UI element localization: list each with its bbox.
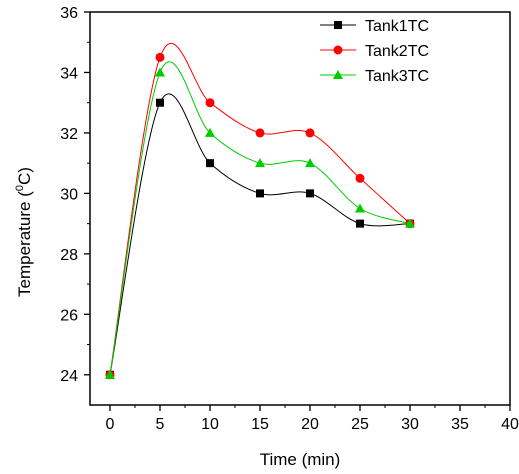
data-point bbox=[355, 173, 365, 183]
data-point bbox=[405, 218, 415, 228]
y-axis-title: Temperature (0C) bbox=[14, 167, 34, 297]
y-axis-ticks: 24 26 28 30 32 34 36 bbox=[60, 5, 90, 385]
y-tick-label: 34 bbox=[60, 65, 78, 82]
data-point bbox=[155, 52, 165, 62]
legend: Tank1TC Tank2TC Tank3TC bbox=[320, 18, 429, 85]
data-point bbox=[156, 98, 164, 107]
data-point bbox=[355, 203, 365, 213]
x-axis-title: Time (min) bbox=[260, 450, 341, 469]
x-tick-label: 5 bbox=[156, 416, 165, 433]
series-line bbox=[109, 61, 411, 375]
y-axis-title-sup: 0 bbox=[14, 185, 26, 191]
y-tick-label: 26 bbox=[60, 307, 78, 324]
x-tick-label: 30 bbox=[401, 416, 419, 433]
y-axis-title-unit: C) bbox=[15, 167, 34, 185]
legend-marker bbox=[333, 45, 343, 55]
data-point bbox=[305, 158, 315, 168]
series-layer bbox=[105, 42, 415, 380]
x-axis-ticks: 0 5 10 15 20 25 30 35 40 bbox=[106, 405, 519, 433]
data-point bbox=[105, 369, 115, 379]
legend-label: Tank2TC bbox=[365, 43, 429, 60]
x-tick-label: 40 bbox=[501, 416, 519, 433]
legend-label: Tank1TC bbox=[365, 18, 429, 35]
legend-item: Tank3TC bbox=[320, 68, 429, 85]
y-tick-label: 36 bbox=[60, 5, 78, 22]
data-point bbox=[206, 159, 214, 168]
data-point bbox=[256, 189, 264, 198]
data-point bbox=[255, 158, 265, 168]
y-tick-label: 28 bbox=[60, 247, 78, 264]
axes bbox=[89, 11, 511, 406]
y-tick-label: 32 bbox=[60, 126, 78, 143]
x-tick-label: 0 bbox=[106, 416, 115, 433]
x-tick-label: 10 bbox=[201, 416, 219, 433]
legend-item: Tank1TC bbox=[320, 18, 429, 35]
series-tank2tc bbox=[105, 42, 415, 380]
legend-item: Tank2TC bbox=[320, 43, 429, 60]
legend-marker bbox=[334, 21, 342, 29]
y-tick-label: 30 bbox=[60, 186, 78, 203]
x-tick-label: 15 bbox=[251, 416, 269, 433]
series-tank3tc bbox=[105, 61, 415, 379]
y-axis-title-main: Temperature ( bbox=[15, 191, 34, 297]
x-tick-label: 20 bbox=[301, 416, 319, 433]
data-point bbox=[356, 219, 364, 228]
data-point bbox=[205, 127, 215, 137]
legend-marker bbox=[333, 70, 343, 79]
x-tick-label: 25 bbox=[351, 416, 369, 433]
y-tick-label: 24 bbox=[60, 368, 78, 385]
legend-label: Tank3TC bbox=[365, 68, 429, 85]
x-tick-label: 35 bbox=[451, 416, 469, 433]
data-point bbox=[255, 128, 265, 138]
data-point bbox=[305, 128, 315, 138]
data-point bbox=[155, 67, 165, 77]
series-line bbox=[109, 42, 411, 375]
plot-frame bbox=[89, 11, 511, 406]
series-line bbox=[109, 93, 411, 375]
data-point bbox=[205, 98, 215, 108]
data-point bbox=[306, 189, 314, 198]
